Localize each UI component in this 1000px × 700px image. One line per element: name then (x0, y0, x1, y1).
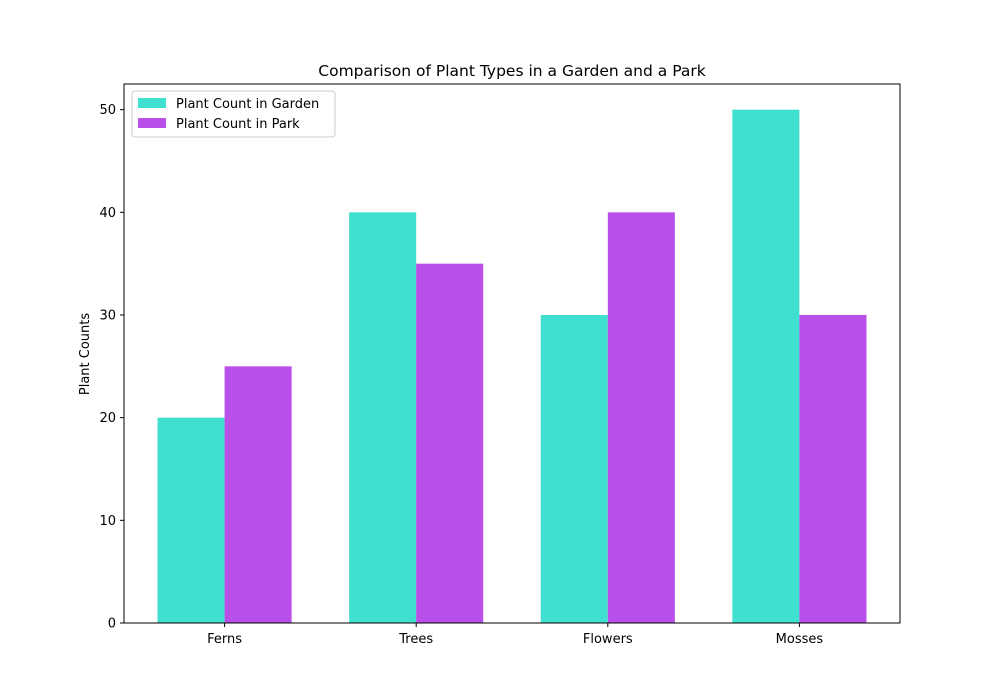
y-tick-label: 0 (108, 617, 116, 632)
x-tick-label-mosses: Mosses (776, 632, 824, 647)
x-tick-label-trees: Trees (398, 632, 433, 647)
bar-ferns-series-2 (224, 366, 292, 623)
x-axis-ticks: Ferns Trees Flowers Mosses (207, 623, 823, 647)
bars-group (157, 109, 867, 624)
legend-box (131, 90, 336, 138)
bar-mosses-series-1 (732, 109, 800, 623)
y-tick-label: 40 (99, 206, 116, 221)
legend-swatch-1 (138, 98, 166, 108)
legend-label-2: Plant Count in Park (176, 117, 300, 132)
legend-label-1: Plant Count in Garden (176, 97, 319, 112)
legend: Plant Count in Garden Plant Count in Park (131, 90, 336, 138)
bar-flowers-series-2 (607, 212, 675, 624)
legend-swatch-2 (138, 118, 166, 128)
bar-ferns-series-1 (157, 417, 225, 623)
y-axis-label: Plant Counts (78, 313, 93, 395)
y-tick-label: 50 (99, 103, 116, 118)
x-tick-label-flowers: Flowers (583, 632, 633, 647)
y-axis-ticks: 0 10 20 30 40 50 (99, 103, 124, 632)
bar-trees-series-2 (416, 263, 484, 623)
plot-frame (123, 83, 901, 624)
y-tick-label: 20 (99, 411, 116, 426)
x-tick-label-ferns: Ferns (207, 632, 242, 647)
y-tick-label: 10 (99, 514, 116, 529)
bar-flowers-series-1 (540, 315, 608, 623)
bar-mosses-series-2 (799, 315, 867, 623)
chart-title: Comparison of Plant Types in a Garden an… (318, 62, 705, 80)
bar-trees-series-1 (349, 212, 417, 624)
y-tick-label: 30 (99, 309, 116, 324)
